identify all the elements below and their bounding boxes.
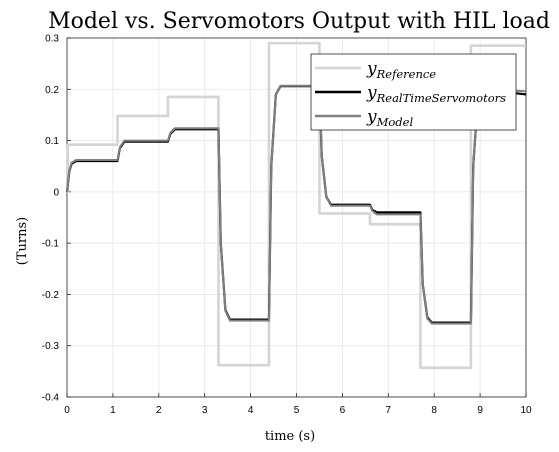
x-tick-label: 4 <box>248 405 254 416</box>
series-line-model <box>66 84 527 325</box>
x-tick-label: 6 <box>340 405 346 416</box>
y-tick-label: -0.1 <box>42 239 60 250</box>
x-tick-label: 1 <box>110 405 116 416</box>
x-axis-label: time (s) <box>265 429 315 444</box>
chart-title: Model vs. Servomotors Output with HIL lo… <box>48 9 550 34</box>
y-axis-label: (Turns) <box>15 217 30 265</box>
x-tick-label: 3 <box>202 405 208 416</box>
x-tick-label: 0 <box>64 405 70 416</box>
x-tick-label: 7 <box>386 405 392 416</box>
x-tick-label: 5 <box>294 405 300 416</box>
y-tick-label: -0.2 <box>42 290 60 301</box>
legend-entry-label: yModel <box>366 107 413 129</box>
legend-entry-label: yRealTimeServomotors <box>366 83 506 105</box>
y-tick-label: -0.4 <box>42 393 60 404</box>
x-tick-label: 10 <box>520 405 532 416</box>
y-tick-label: 0.3 <box>45 34 59 45</box>
y-tick-label: -0.3 <box>42 341 60 352</box>
x-tick-label: 8 <box>431 405 437 416</box>
x-tick-label: 9 <box>477 405 483 416</box>
series-line-reference <box>66 41 526 370</box>
y-tick-label: 0.2 <box>45 85 59 96</box>
y-axis: -0.4 -0.3 -0.2 -0.1 0 0.1 0.2 0.3 <box>42 34 71 404</box>
series-group <box>65 41 527 370</box>
y-tick-label: 0 <box>53 187 59 198</box>
x-tick-label: 2 <box>156 405 162 416</box>
x-axis: 0 1 2 3 4 5 6 7 8 9 10 <box>64 393 532 416</box>
y-tick-label: 0.1 <box>45 136 59 147</box>
legend-entry-label: yReference <box>366 59 436 81</box>
